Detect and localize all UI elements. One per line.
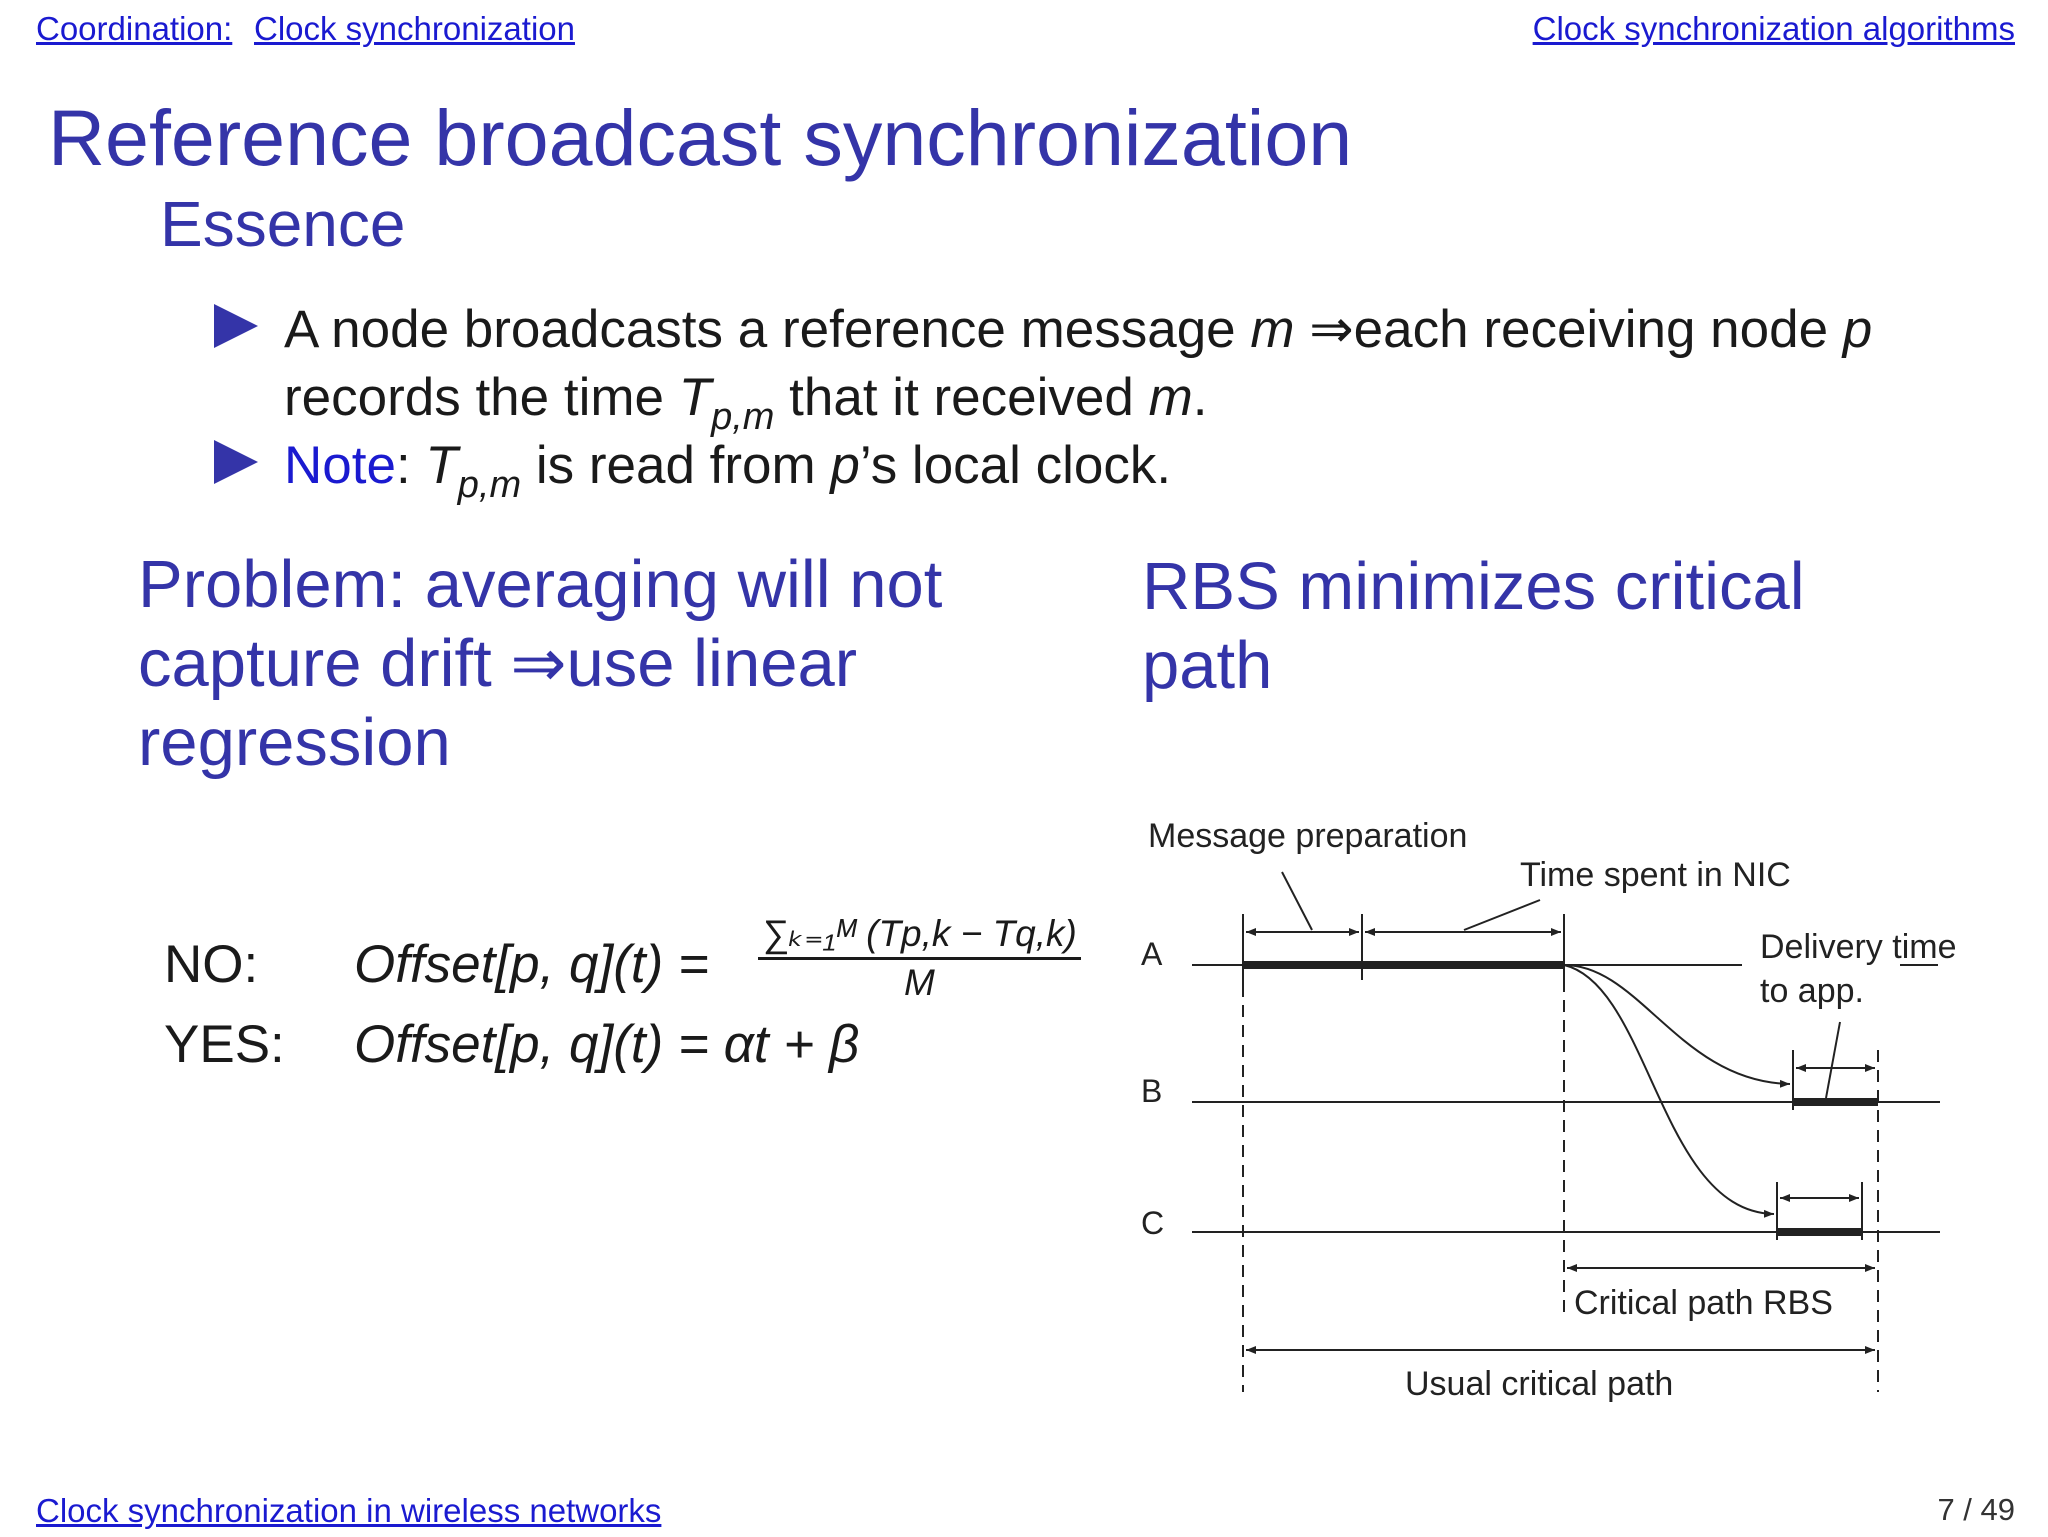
bullet-text: ⇒each receiving node <box>1294 300 1843 359</box>
fraction-denominator: M <box>904 962 935 1003</box>
var-subscript: p,m <box>711 396 775 438</box>
label-to-app: to app. <box>1760 972 1864 1010</box>
problem-heading: Problem: averaging will not capture drif… <box>138 547 943 780</box>
node-a-label: A <box>1141 936 1163 972</box>
bullet-text: records the time <box>284 368 679 427</box>
header-section-link[interactable]: Coordination: <box>36 10 233 47</box>
var-subscript: p,m <box>457 464 522 506</box>
note-label: Note <box>284 436 396 495</box>
curve-a-to-b <box>1563 964 1791 1088</box>
header-right-link[interactable]: Clock synchronization algorithms <box>1532 10 2015 47</box>
bullet-text: is read from <box>521 436 831 495</box>
var-p: p <box>830 436 860 495</box>
bullet-text: that it received <box>774 368 1149 427</box>
formula-no: NO: Offset[p, q](t) = <box>164 938 709 991</box>
formula-yes: YES: Offset[p, q](t) = αt + β <box>164 1018 859 1071</box>
var-t: T <box>678 368 712 427</box>
var-t: T <box>425 436 458 495</box>
var-m: m <box>1148 368 1193 427</box>
fraction-numerator: ∑ₖ₌₁ᴹ (Tp,k − Tq,k) <box>758 912 1081 960</box>
bullet-text: A node broadcasts a reference message <box>284 300 1251 359</box>
formula-no-label: NO: <box>164 935 259 994</box>
bullet-item-1: A node broadcasts a reference message m … <box>214 296 1884 436</box>
label-message-preparation: Message preparation <box>1148 817 1467 855</box>
leader-message-preparation <box>1281 871 1313 931</box>
rbs-heading: RBS minimizes critical path <box>1142 549 1805 703</box>
bullet-text: : <box>395 436 426 495</box>
page-number: 7 / 49 <box>1937 1492 2015 1527</box>
slide-title: Reference broadcast synchronization <box>48 93 1353 182</box>
label-time-in-nic: Time spent in NIC <box>1520 856 1791 894</box>
bullet-text: ’s local clock. <box>859 436 1172 495</box>
leader-time-in-nic <box>1463 899 1541 931</box>
formula-yes-rhs: αt + β <box>723 1015 860 1074</box>
leader-delivery <box>1825 1021 1841 1099</box>
label-usual-critical-path: Usual critical path <box>1405 1365 1673 1403</box>
formula-yes-label: YES: <box>164 1015 285 1074</box>
bullet-item-2: Note: Tp,m is read from p’s local clock. <box>214 432 1884 504</box>
var-p: p <box>1842 300 1873 359</box>
header-subsection-link[interactable]: Clock synchronization <box>254 10 575 47</box>
formula-lhs: Offset[p, q](t) = <box>354 935 709 994</box>
curve-a-to-c <box>1563 964 1775 1218</box>
bullet-text: . <box>1192 368 1208 427</box>
bullet-triangle-icon <box>214 440 258 484</box>
formula-lhs: Offset[p, q](t) = <box>354 1015 709 1074</box>
bullet-triangle-icon <box>214 304 258 348</box>
label-delivery-time: Delivery time <box>1760 928 1956 966</box>
footer-section-link[interactable]: Clock synchronization in wireless networ… <box>36 1492 662 1529</box>
var-m: m <box>1250 300 1295 359</box>
node-c-label: C <box>1141 1205 1164 1241</box>
node-b-label: B <box>1141 1073 1162 1109</box>
bullet-list: A node broadcasts a reference message m … <box>214 296 1884 504</box>
slide-subtitle: Essence <box>160 188 406 260</box>
label-critical-path-rbs: Critical path RBS <box>1574 1284 1833 1322</box>
formula-no-fraction: ∑ₖ₌₁ᴹ (Tp,k − Tq,k) M <box>758 912 1081 1004</box>
